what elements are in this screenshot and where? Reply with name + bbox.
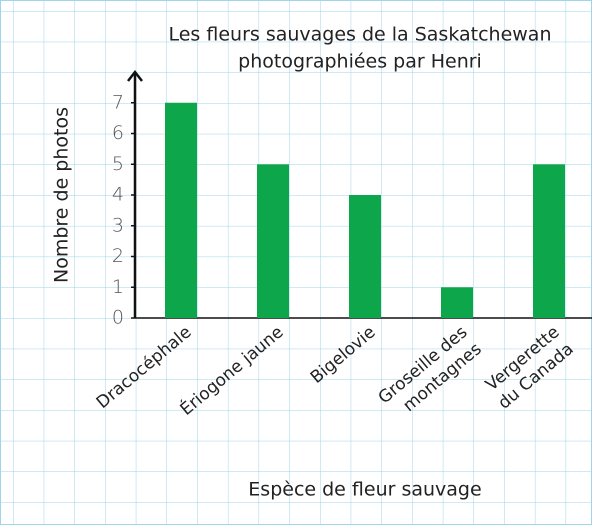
bar: [441, 287, 473, 318]
x-axis-label: Espèce de fleur sauvage: [248, 479, 481, 501]
y-tick-label: 2: [112, 245, 124, 267]
chart-title: Les fleurs sauvages de la Saskatchewan: [168, 24, 551, 46]
bar: [533, 164, 565, 318]
y-tick-label: 1: [112, 276, 124, 298]
y-axis-arrow: [127, 69, 143, 82]
bar: [257, 164, 289, 318]
y-tick-label: 5: [112, 153, 124, 175]
bar: [165, 102, 197, 318]
y-tick-label: 0: [112, 307, 124, 329]
y-tick-label: 6: [112, 122, 124, 144]
chart-title: photographiées par Henri: [238, 51, 482, 73]
y-axis-label: Nombre de photos: [51, 107, 73, 283]
bar: [349, 195, 381, 318]
y-tick-label: 7: [112, 91, 124, 113]
y-tick-label: 3: [112, 214, 124, 236]
y-tick-label: 4: [112, 184, 124, 206]
